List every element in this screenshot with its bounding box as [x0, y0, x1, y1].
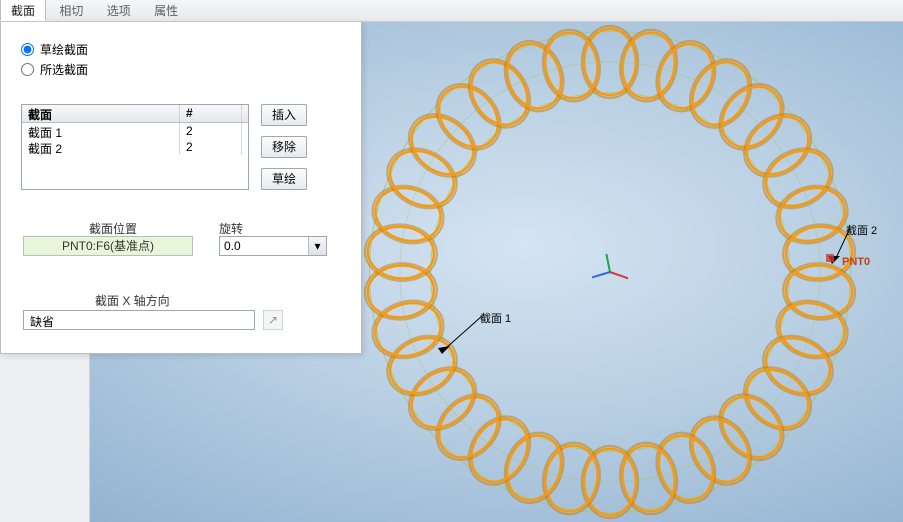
- table-header: 截面 #: [22, 105, 248, 123]
- radio-sketch-input[interactable]: [21, 43, 34, 56]
- table-row[interactable]: 截面 22: [22, 139, 248, 155]
- tab-options[interactable]: 选项: [97, 0, 141, 22]
- radio-sketch-label: 草绘截面: [40, 41, 88, 58]
- datum-point-label: PNT0: [842, 256, 870, 268]
- flip-icon[interactable]: ↗: [263, 310, 283, 330]
- insert-button[interactable]: 插入: [261, 104, 307, 126]
- tab-properties[interactable]: 属性: [144, 0, 188, 22]
- th-name[interactable]: 截面: [22, 105, 180, 122]
- table-body: 截面 12截面 22: [22, 123, 248, 155]
- xdir-label: 截面 X 轴方向: [95, 292, 170, 309]
- radio-selected-label: 所选截面: [40, 61, 88, 78]
- cell-count: 2: [180, 123, 242, 139]
- tab-tangent[interactable]: 相切: [49, 0, 93, 22]
- cell-name: 截面 1: [22, 123, 180, 139]
- section-panel: 草绘截面 所选截面 截面 # 截面 12截面 22 插入 移除 草绘 截面位置 …: [0, 22, 362, 354]
- xdir-field[interactable]: 缺省: [23, 310, 255, 330]
- callout-section-1: 截面 1: [480, 310, 511, 326]
- callout-section-2: 截面 2: [846, 222, 877, 238]
- rotation-label: 旋转: [219, 220, 243, 237]
- th-count[interactable]: #: [180, 105, 242, 122]
- radio-selected-section[interactable]: 所选截面: [21, 60, 88, 78]
- chevron-down-icon[interactable]: ▾: [308, 237, 326, 255]
- sections-table[interactable]: 截面 # 截面 12截面 22: [21, 104, 249, 190]
- radio-selected-input[interactable]: [21, 63, 34, 76]
- cell-count: 2: [180, 139, 242, 155]
- radio-sketch-section[interactable]: 草绘截面: [21, 40, 88, 58]
- tab-section[interactable]: 截面: [0, 0, 46, 21]
- table-row[interactable]: 截面 12: [22, 123, 248, 139]
- rotation-value: 0.0: [220, 237, 308, 255]
- table-button-column: 插入 移除 草绘: [261, 104, 309, 200]
- remove-button[interactable]: 移除: [261, 136, 307, 158]
- tab-strip: 截面 相切 选项 属性: [0, 0, 903, 22]
- rotation-select[interactable]: 0.0 ▾: [219, 236, 327, 256]
- cell-name: 截面 2: [22, 139, 180, 155]
- location-field[interactable]: PNT0:F6(基准点): [23, 236, 193, 256]
- location-label: 截面位置: [89, 220, 137, 237]
- sketch-button[interactable]: 草绘: [261, 168, 307, 190]
